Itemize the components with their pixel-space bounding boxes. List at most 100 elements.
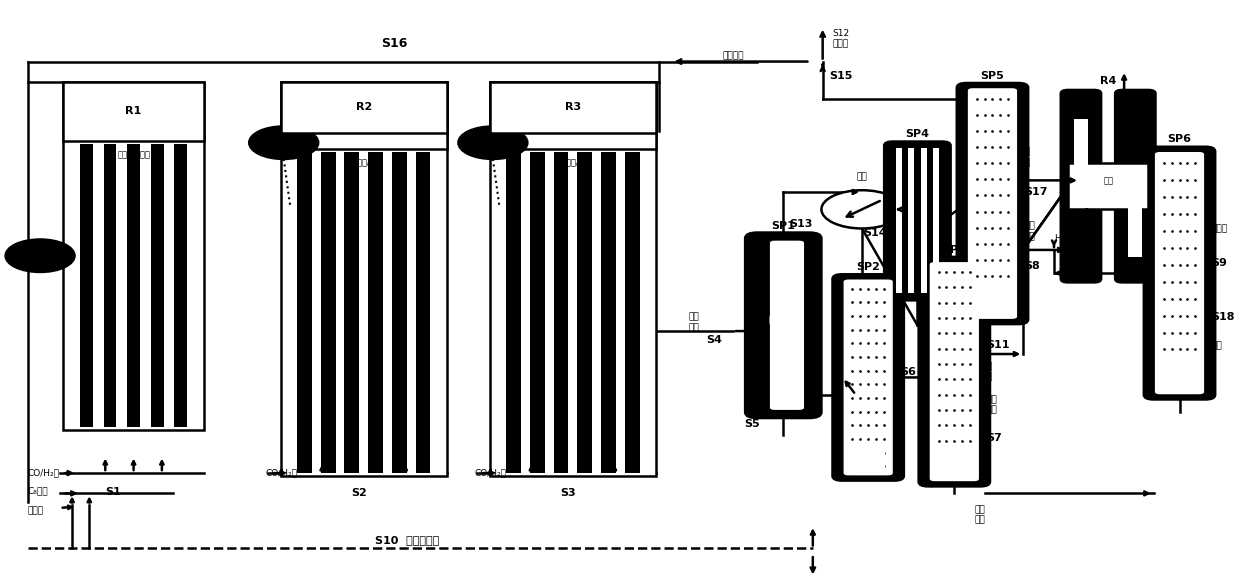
FancyBboxPatch shape [843,279,893,475]
FancyBboxPatch shape [1115,90,1156,282]
Bar [1068,163,1148,209]
Text: S13: S13 [790,219,812,229]
Bar [897,149,901,293]
FancyBboxPatch shape [957,83,1028,324]
Text: 加氢: 加氢 [1104,176,1114,185]
Text: S7: S7 [986,433,1002,443]
Text: S15: S15 [828,71,852,81]
Text: CO/H₂气: CO/H₂气 [265,469,298,478]
Bar [296,152,311,473]
Bar [63,82,205,141]
FancyBboxPatch shape [884,142,951,300]
Text: S3: S3 [560,489,577,498]
Text: S9: S9 [1211,259,1228,268]
Text: SP4: SP4 [905,128,930,139]
Text: R2: R2 [356,110,372,120]
Text: 反应
产物: 反应 产物 [688,313,699,332]
Bar [280,82,446,476]
Text: S2: S2 [351,489,367,498]
Text: 氢甲酔化/加氢: 氢甲酔化/加氢 [557,157,589,167]
Text: 粗异
王醇: 粗异 王醇 [986,395,997,414]
Text: 其他: 其他 [1211,342,1223,351]
FancyBboxPatch shape [968,88,1017,319]
Bar [151,144,164,426]
Text: R3: R3 [564,102,580,113]
Text: S18: S18 [1211,312,1235,322]
Text: SP1: SP1 [771,221,795,231]
Text: R3: R3 [564,110,580,120]
Bar [937,453,972,479]
FancyBboxPatch shape [832,274,904,480]
FancyBboxPatch shape [1154,152,1204,394]
FancyBboxPatch shape [919,257,990,486]
Bar [415,152,430,473]
Bar [506,152,521,473]
Text: SP2: SP2 [857,262,880,272]
Bar [345,152,360,473]
Circle shape [6,239,74,272]
Text: S14: S14 [863,228,887,238]
Bar [368,152,383,473]
Bar [920,149,926,293]
Text: S12
燃料气: S12 燃料气 [832,28,849,48]
Text: 闪蒸: 闪蒸 [769,315,777,324]
Bar [321,152,336,473]
Text: 氢甲酔化/加氢: 氢甲酔化/加氢 [117,150,150,159]
Text: 烷
烃: 烷 烃 [986,362,992,381]
Text: 粗异
王醇: 粗异 王醇 [975,505,986,525]
Bar [553,152,568,473]
Bar [104,144,117,426]
Bar [851,450,885,473]
Bar [529,152,544,473]
Text: C₈烯烃: C₈烯烃 [27,486,48,495]
Text: R2: R2 [356,102,372,113]
Text: 气体循环: 气体循环 [722,51,744,60]
Text: 异王醇: 异王醇 [1211,225,1228,234]
Bar [601,152,616,473]
Text: 氢甲酔化/加氢: 氢甲酔化/加氢 [347,157,381,167]
Text: S11: S11 [986,340,1009,350]
Bar [490,82,656,133]
Bar [490,82,656,149]
FancyBboxPatch shape [745,232,821,418]
Bar [909,149,914,293]
Text: SP5: SP5 [981,71,1004,81]
FancyBboxPatch shape [930,262,978,481]
Bar [81,144,93,426]
Text: R1: R1 [125,106,141,116]
Bar [392,152,407,473]
Bar [625,152,640,473]
Text: S17: S17 [1024,187,1048,197]
Text: 粗异
王醇: 粗异 王醇 [1024,222,1035,241]
Text: CO/H₂气: CO/H₂气 [475,469,506,478]
Text: S8: S8 [1024,261,1040,271]
FancyBboxPatch shape [1143,147,1215,400]
Text: S4: S4 [706,335,722,345]
Text: S9: S9 [1154,175,1171,185]
Text: SP6: SP6 [1168,134,1192,145]
Bar [280,82,446,149]
Text: SP3: SP3 [942,245,966,254]
Circle shape [821,190,903,228]
Text: 烷
烃: 烷 烃 [1024,148,1030,167]
Text: H₂气: H₂气 [1054,234,1070,243]
FancyBboxPatch shape [770,241,804,410]
Bar [175,144,187,426]
Bar [932,149,939,293]
Text: S1: S1 [105,487,122,497]
FancyBboxPatch shape [1060,90,1101,282]
Bar [1162,363,1197,392]
Circle shape [459,127,527,159]
Text: R4: R4 [1100,77,1116,87]
Text: S10  催化剂循环: S10 催化剂循环 [374,535,439,545]
Bar [128,144,140,426]
Text: S16: S16 [381,37,408,50]
Circle shape [249,127,319,159]
Text: 催化剂: 催化剂 [27,506,43,515]
Bar [1074,120,1087,171]
Bar [280,82,446,133]
Bar [63,82,205,429]
Text: CO/H₂气: CO/H₂气 [27,469,60,478]
Text: S6: S6 [900,367,916,376]
Bar [1128,205,1142,257]
